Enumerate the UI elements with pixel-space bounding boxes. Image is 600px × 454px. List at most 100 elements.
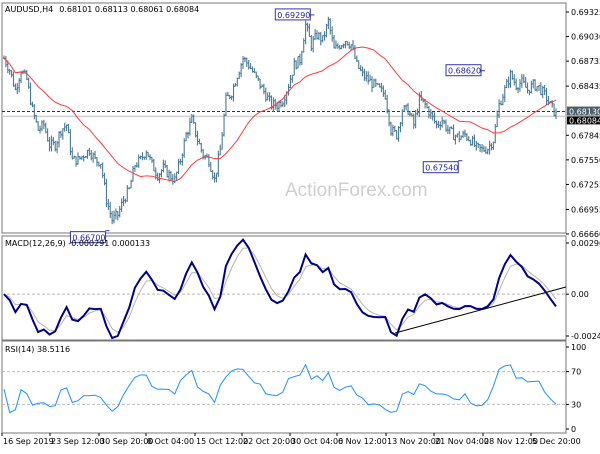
price-bar [426, 102, 429, 109]
price-bar [247, 59, 250, 70]
price-bar [433, 112, 436, 124]
price-bar [217, 150, 220, 177]
price-bar [308, 23, 311, 38]
price-panel: 0.69290 0.66700 0.68620 0.67540 [2, 8, 566, 244]
price-bar [116, 211, 119, 221]
price-bar [327, 16, 330, 30]
price-bar [352, 40, 355, 51]
price-bar [147, 151, 150, 158]
price-bar [312, 36, 315, 53]
price-bar [365, 71, 368, 82]
price-bar [86, 149, 89, 159]
price-bar [509, 69, 512, 88]
price-bar [289, 75, 292, 89]
price-bar [137, 154, 140, 168]
price-bar [545, 87, 548, 106]
price-bar [374, 78, 377, 88]
price-bar [249, 63, 252, 70]
price-bar [422, 99, 425, 103]
price-bar [446, 125, 449, 134]
price-bar [82, 155, 85, 162]
price-bar [169, 170, 172, 181]
price-bar [4, 56, 7, 68]
price-bar [454, 134, 457, 145]
x-tick-label: 21 Nov 04:00 [435, 437, 489, 446]
price-bar [314, 29, 317, 41]
price-bar [171, 174, 174, 185]
annotation-box [422, 161, 459, 174]
price-bar [103, 172, 106, 186]
price-bar [221, 132, 224, 150]
price-bar [109, 201, 112, 219]
price-bar [513, 74, 516, 86]
rsi-tick-label: 70 [571, 368, 581, 377]
macd-tick-label: -0.00242 [571, 332, 600, 341]
price-bar [291, 74, 294, 83]
price-bar [376, 83, 379, 86]
price-bar [84, 156, 87, 159]
price-bar [268, 92, 271, 102]
price-bar [219, 144, 222, 156]
price-panel-title: AUDUSD,H4 0.68101 0.68113 0.68061 0.68084 [5, 5, 199, 14]
price-bar [528, 89, 531, 96]
price-bar [260, 84, 263, 88]
price-bar [111, 211, 114, 225]
price-bar [101, 162, 104, 179]
price-bar [395, 129, 398, 140]
moving-average-line [3, 46, 557, 183]
price-bar [333, 34, 336, 49]
price-bar [75, 156, 78, 167]
price-bar [490, 143, 493, 151]
price-bar [536, 85, 539, 92]
price-bar [228, 94, 231, 100]
price-bar [232, 83, 235, 102]
price-bar [272, 97, 275, 112]
rsi-tick-label: 30 [571, 400, 581, 409]
x-tick-label: 30 Sep 20:00 [100, 437, 153, 446]
price-bar [555, 108, 557, 119]
price-bar [25, 70, 28, 81]
price-bar [209, 161, 212, 173]
rsi-tick-label: 0 [571, 425, 576, 434]
price-bar [405, 104, 408, 111]
price-bar [35, 114, 38, 123]
price-bar [18, 78, 21, 93]
price-bar [386, 94, 389, 114]
price-bar [463, 129, 466, 138]
price-bar [530, 80, 533, 94]
price-bar [175, 171, 178, 181]
price-bar [179, 158, 182, 165]
price-bar [346, 40, 349, 46]
price-bar [181, 153, 184, 166]
price-bar [223, 113, 226, 137]
price-bar [515, 78, 518, 91]
price-bar [384, 89, 387, 100]
price-tag [567, 116, 600, 125]
price-bar [94, 150, 97, 160]
price-bar [378, 83, 381, 88]
price-bar [369, 74, 372, 82]
price-bar [90, 149, 93, 161]
price-bar [266, 92, 269, 101]
price-bar [44, 122, 47, 134]
price-bar [131, 166, 134, 182]
price-bar [185, 131, 188, 142]
macd-tick-label: 0.00 [571, 290, 589, 299]
price-bar [230, 95, 233, 100]
price-bar [297, 56, 300, 69]
annotation-label: 0.67540 [425, 164, 458, 173]
rsi-line [3, 363, 557, 414]
price-bar [205, 153, 208, 158]
price-bar [310, 34, 313, 52]
price-bar [166, 164, 169, 178]
price-bar [484, 146, 487, 154]
price-bar [63, 122, 66, 132]
price-bar [236, 77, 239, 87]
price-bar [61, 128, 64, 140]
price-bar [295, 60, 298, 70]
price-bar [505, 78, 508, 89]
x-tick-label: 8 Oct 04:00 [147, 437, 194, 446]
price-bar [482, 145, 485, 152]
